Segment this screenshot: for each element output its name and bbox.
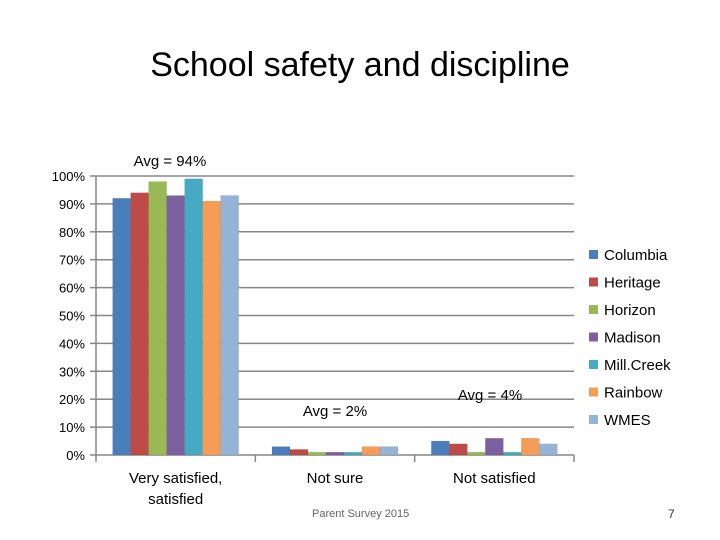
legend-label: Rainbow	[604, 385, 663, 402]
x-category-label: Not sure	[307, 470, 364, 487]
legend-label: Madison	[604, 330, 661, 347]
bar	[166, 195, 185, 456]
legend-swatch	[589, 250, 598, 259]
bar	[130, 192, 149, 456]
x-category-label-line: Not satisfied	[453, 470, 536, 487]
legend-swatch	[589, 305, 598, 314]
bar	[467, 451, 486, 456]
legend-swatch	[589, 332, 598, 342]
bar	[379, 446, 399, 456]
legend-label: WMES	[604, 412, 651, 429]
bar	[521, 438, 540, 456]
bar	[449, 443, 468, 456]
bar	[307, 451, 327, 456]
bar	[539, 443, 558, 456]
slide-title: School safety and discipline	[150, 46, 570, 84]
footer-text: Parent Survey 2015	[312, 508, 410, 520]
x-category-label-line: Very satisfied,	[129, 470, 222, 487]
bar	[431, 440, 450, 456]
legend-label: Horizon	[604, 302, 656, 319]
bar	[271, 446, 291, 456]
y-tick-label: 0%	[66, 448, 85, 463]
y-tick-label: 30%	[59, 364, 85, 379]
legend-label: Heritage	[604, 275, 661, 292]
legend-label: Columbia	[604, 247, 668, 264]
bar	[361, 446, 381, 456]
y-tick-label: 100%	[52, 169, 86, 184]
bar	[220, 195, 239, 456]
legend-swatch	[589, 387, 598, 397]
y-tick-label: 40%	[59, 336, 85, 351]
y-tick-label: 20%	[59, 392, 85, 407]
x-category-label-line: Not sure	[307, 470, 364, 487]
x-category-label-line: satisfied	[148, 491, 203, 508]
legend-swatch	[589, 277, 598, 287]
y-tick-label: 50%	[59, 309, 85, 324]
average-annotation: Avg = 94%	[134, 153, 207, 170]
x-category-label: Very satisfied, satisfied	[129, 470, 222, 508]
page-number: 7	[668, 507, 675, 521]
y-tick-label: 80%	[59, 225, 85, 240]
bar	[202, 200, 221, 456]
average-annotation: Avg = 4%	[458, 387, 522, 404]
bar	[148, 181, 167, 456]
legend-swatch	[589, 415, 598, 424]
bar	[289, 449, 309, 456]
bar	[325, 451, 345, 456]
x-category-label: Not satisfied	[453, 470, 536, 487]
bar	[503, 451, 522, 456]
y-tick-label: 90%	[59, 197, 85, 212]
y-tick-label: 10%	[59, 420, 85, 435]
bar	[112, 198, 131, 456]
y-tick-label: 70%	[59, 253, 85, 268]
average-annotation: Avg = 2%	[303, 403, 367, 420]
legend-swatch	[589, 360, 598, 369]
bar	[343, 451, 363, 456]
y-tick-label: 60%	[59, 281, 85, 296]
bar	[485, 438, 504, 456]
bar	[184, 178, 203, 456]
legend-label: Mill.Creek	[604, 357, 671, 374]
